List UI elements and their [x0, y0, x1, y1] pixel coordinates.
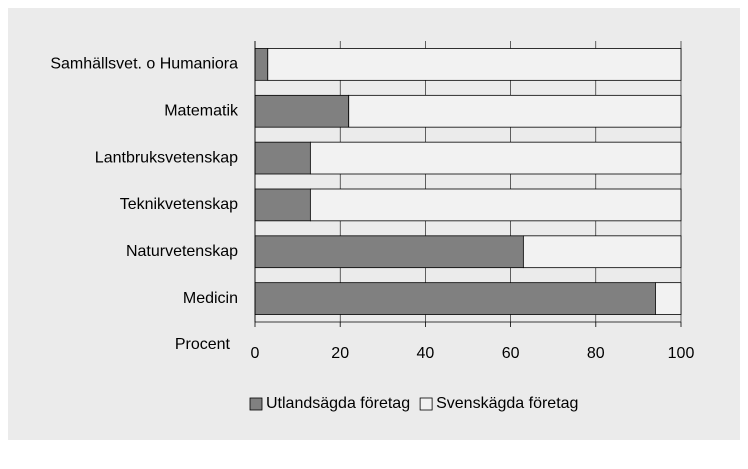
y-tick-label: Matematik — [164, 102, 239, 119]
legend-label: Svenskägda företag — [436, 395, 578, 412]
x-tick-label: 20 — [331, 345, 349, 362]
bar — [254, 94, 350, 128]
bar — [254, 188, 311, 222]
x-tick-label: 100 — [668, 345, 695, 362]
legend-label: Utlandsägda företag — [266, 395, 410, 412]
y-tick-label: Lantbruksvetenskap — [95, 149, 238, 166]
bar — [254, 48, 269, 81]
plot-area — [255, 41, 681, 322]
x-tick-label: 80 — [587, 345, 605, 362]
legend-swatch — [419, 397, 433, 411]
bar — [267, 48, 682, 81]
x-tick-label: 60 — [502, 345, 520, 362]
x-tick-label: 40 — [417, 345, 435, 362]
bar — [254, 235, 524, 269]
bar — [522, 235, 682, 269]
bar — [309, 141, 682, 175]
bar — [348, 94, 682, 128]
y-tick-label: Medicin — [183, 290, 238, 307]
x-axis-label: Procent — [175, 336, 231, 353]
y-tick-label: Teknikvetenskap — [120, 196, 238, 213]
x-tick-label: 0 — [251, 345, 260, 362]
y-tick-label: Samhällsvet. o Humaniora — [50, 56, 238, 73]
bar — [254, 282, 656, 315]
bar — [655, 282, 682, 315]
y-tick-label: Naturvetenskap — [126, 243, 238, 260]
bar — [309, 188, 682, 222]
bar — [254, 141, 311, 175]
legend-swatch — [249, 397, 263, 411]
